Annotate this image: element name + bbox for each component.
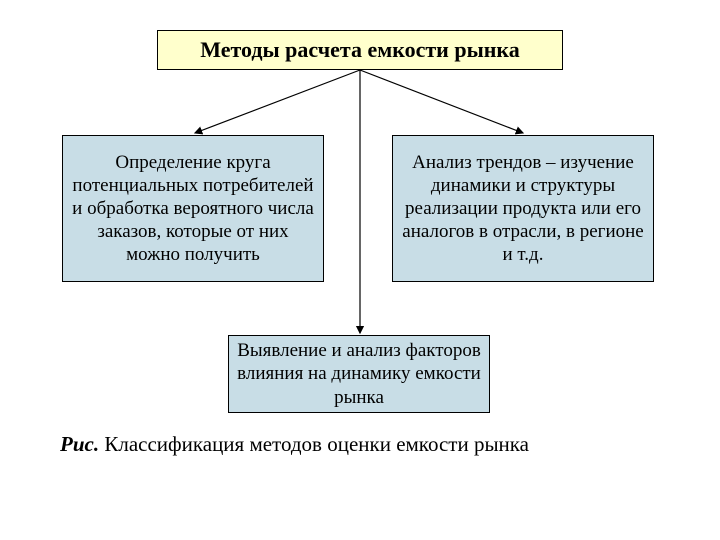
caption-prefix: Рис. [60, 432, 99, 456]
figure-caption: Рис. Классификация методов оценки емкост… [60, 432, 529, 457]
edge-right [360, 70, 523, 133]
node-bottom: Выявление и анализ факторов влияния на д… [228, 335, 490, 413]
node-left-text: Определение круга потенциальных потребит… [71, 151, 315, 267]
node-right: Анализ трендов – изучение динамики и стр… [392, 135, 654, 282]
node-left: Определение круга потенциальных потребит… [62, 135, 324, 282]
title-text: Методы расчета емкости рынка [200, 37, 520, 63]
title-box: Методы расчета емкости рынка [157, 30, 563, 70]
node-bottom-text: Выявление и анализ факторов влияния на д… [237, 339, 481, 409]
edge-left [195, 70, 360, 133]
caption-text: Классификация методов оценки емкости рын… [99, 432, 529, 456]
node-right-text: Анализ трендов – изучение динамики и стр… [401, 151, 645, 267]
